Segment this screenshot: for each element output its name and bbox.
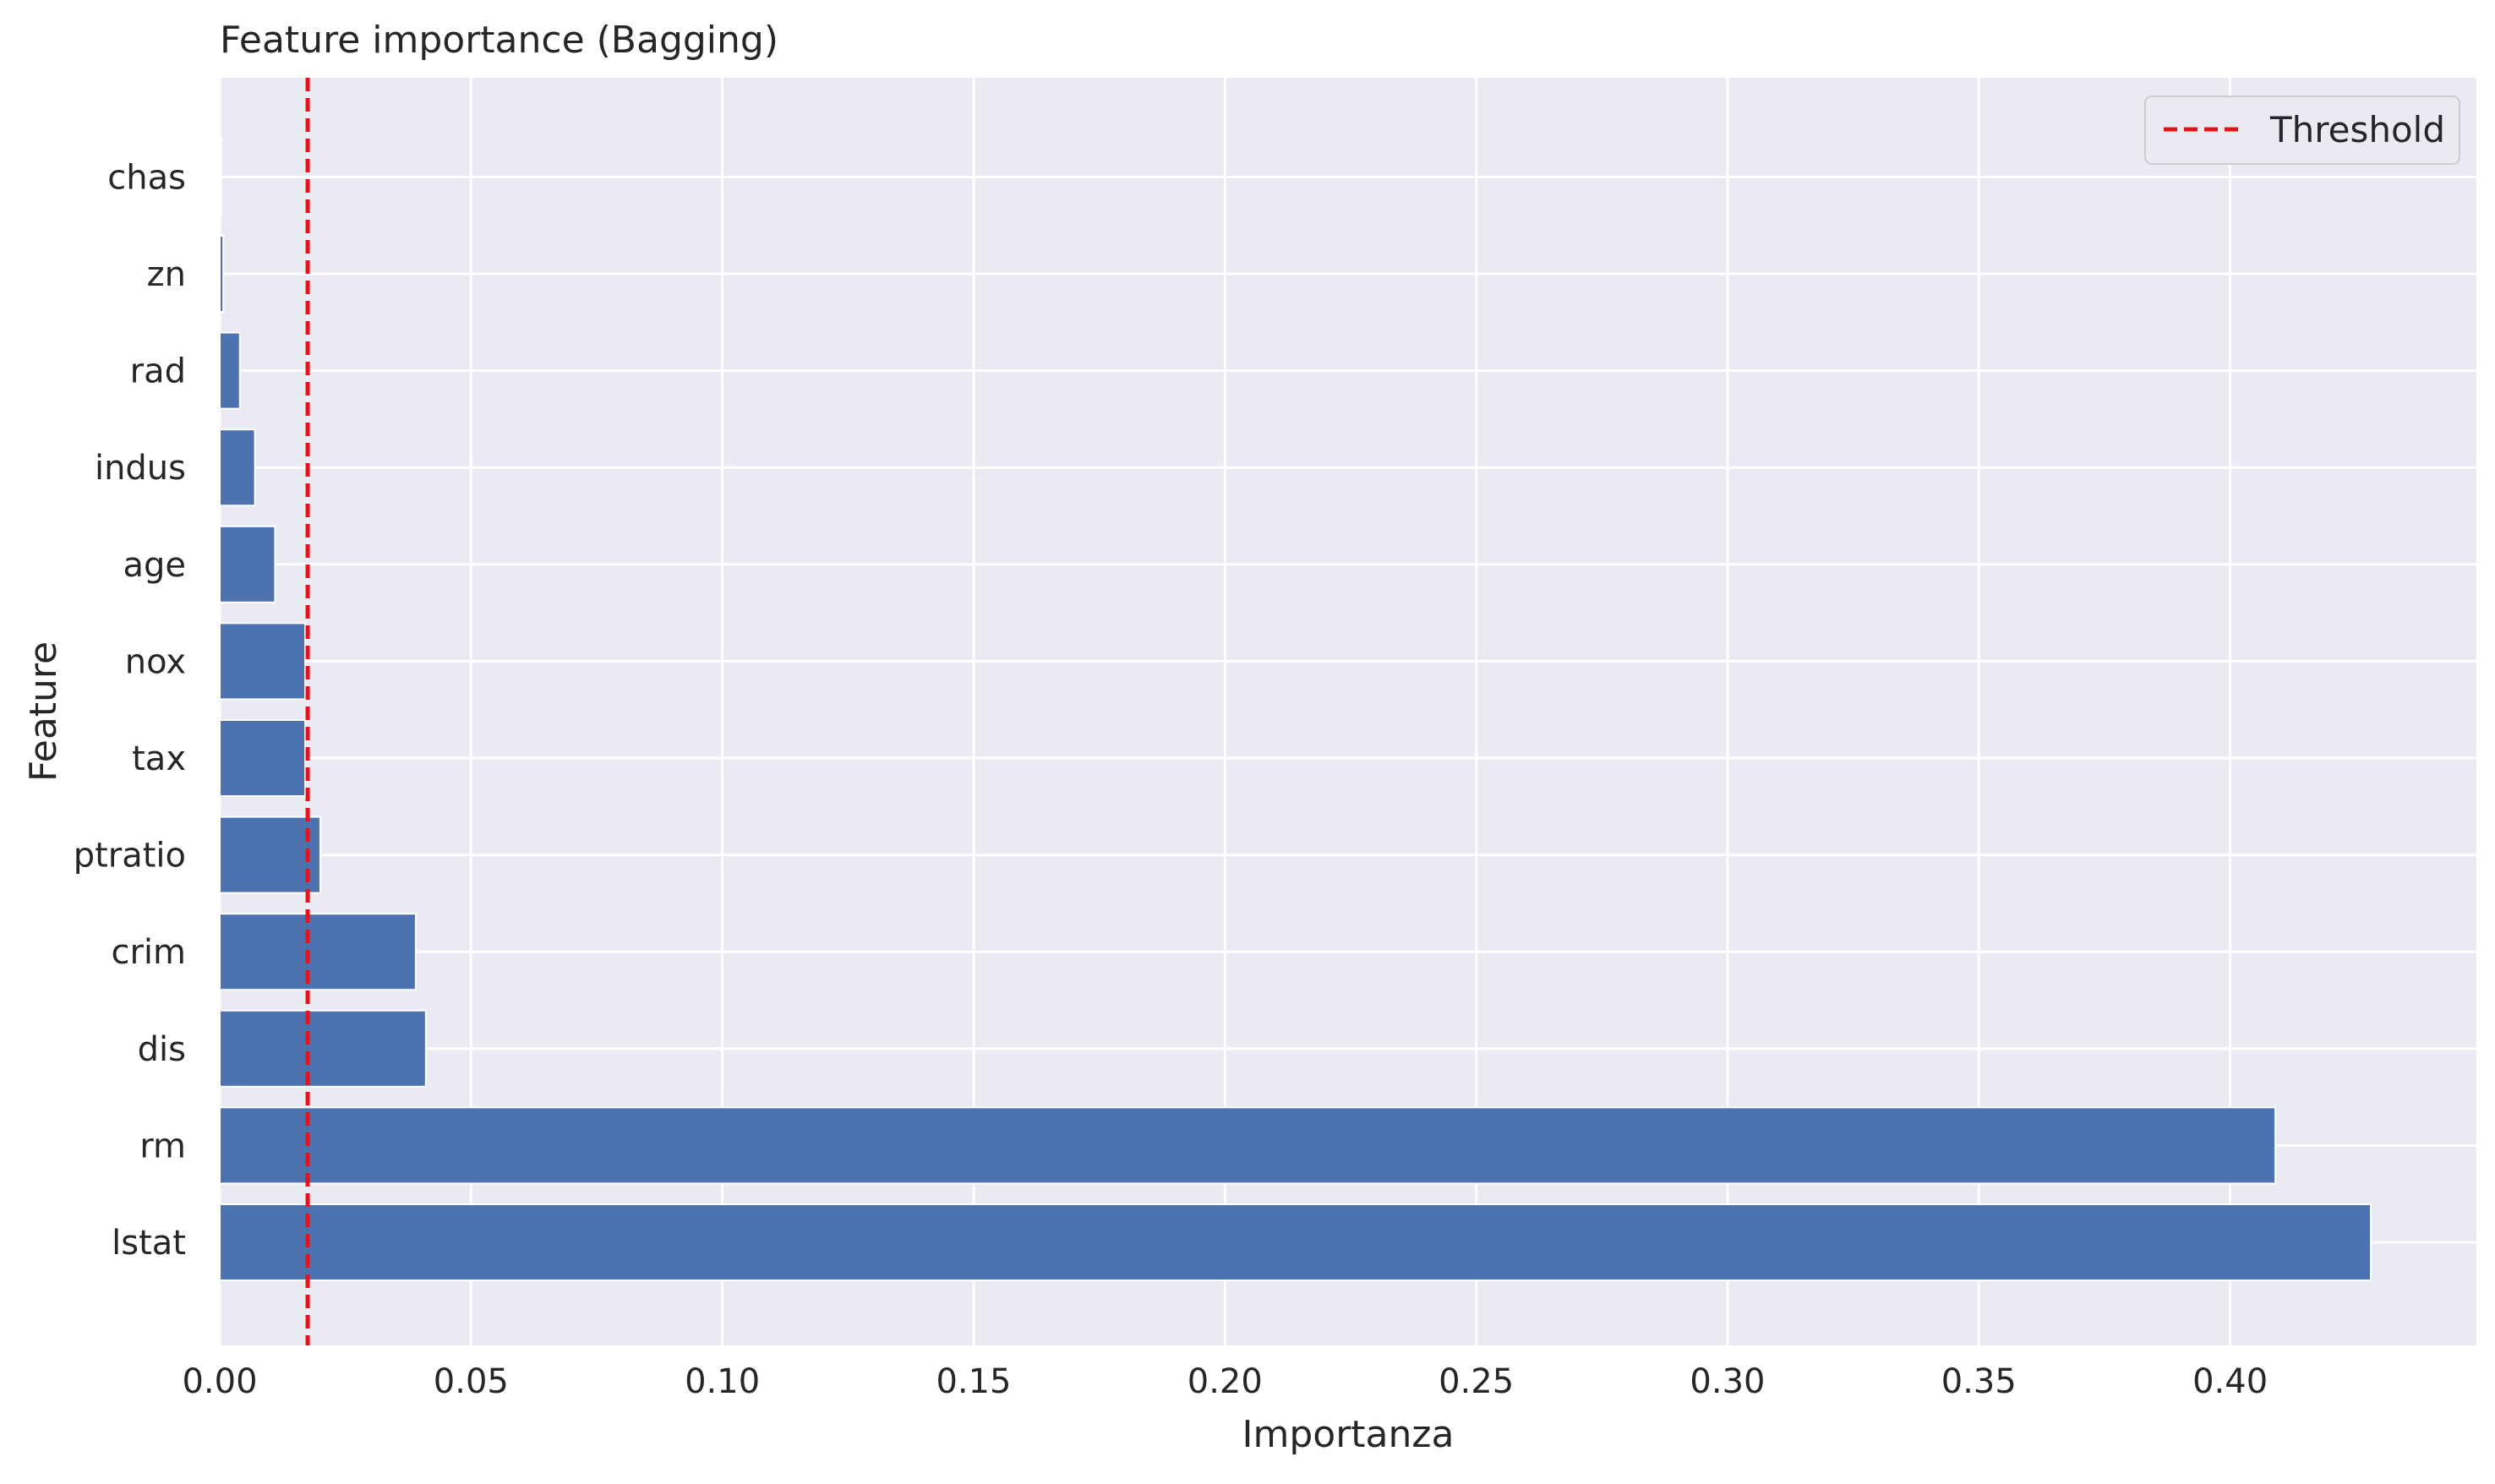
chart-title: Feature importance (Bagging) [220,19,778,62]
legend: Threshold [2144,95,2460,165]
bar-dis [219,1009,427,1088]
bar-zn [219,235,225,313]
y-tick-label-chas: chas [107,158,186,197]
x-tick-labels: 0.00 0.05 0.10 0.15 0.20 0.25 0.30 0.35 0.40 [182,1362,2268,1401]
y-tick-label-rad: rad [130,352,186,391]
bar-age [219,525,276,603]
bar-rad [219,331,241,410]
y-axis-label: Feature [22,641,65,782]
y-tick-label-dis: dis [138,1030,186,1069]
bar-crim [219,913,417,991]
y-tick-label-indus: indus [95,449,186,488]
y-tick-label-ptratio: ptratio [74,837,186,876]
bar-indus [219,428,256,507]
y-tick-label-nox: nox [125,642,186,681]
bar-nox [219,622,307,701]
x-tick-label: 0.10 [685,1362,760,1401]
bar-ptratio [219,816,321,894]
x-tick-label: 0.00 [182,1362,257,1401]
y-tick-label-rm: rm [139,1127,186,1165]
bars [219,138,2372,1281]
y-tick-label-lstat: lstat [112,1224,186,1263]
y-tick-labels: lstat rm dis crim ptratio tax nox age indus rad zn… [74,158,186,1263]
x-tick-label: 0.40 [2192,1362,2268,1401]
y-tick-label-tax: tax [132,739,186,778]
y-tick-label-zn: zn [147,255,186,294]
x-tick-label: 0.25 [1439,1362,1514,1401]
x-tick-label: 0.30 [1690,1362,1765,1401]
x-axis-label: Importanza [1242,1413,1455,1456]
y-tick-label-crim: crim [111,933,186,972]
legend-threshold-label: Threshold [2269,109,2445,150]
x-tick-label: 0.15 [936,1362,1011,1401]
bar-tax [219,719,307,797]
x-tick-label: 0.20 [1187,1362,1263,1401]
x-tick-label: 0.05 [434,1362,509,1401]
bar-lstat [219,1203,2372,1281]
bar-chas [219,138,222,216]
y-tick-label-age: age [123,546,186,585]
bar-rm [219,1106,2277,1185]
legend-box [2144,95,2460,165]
x-tick-label: 0.35 [1941,1362,2017,1401]
